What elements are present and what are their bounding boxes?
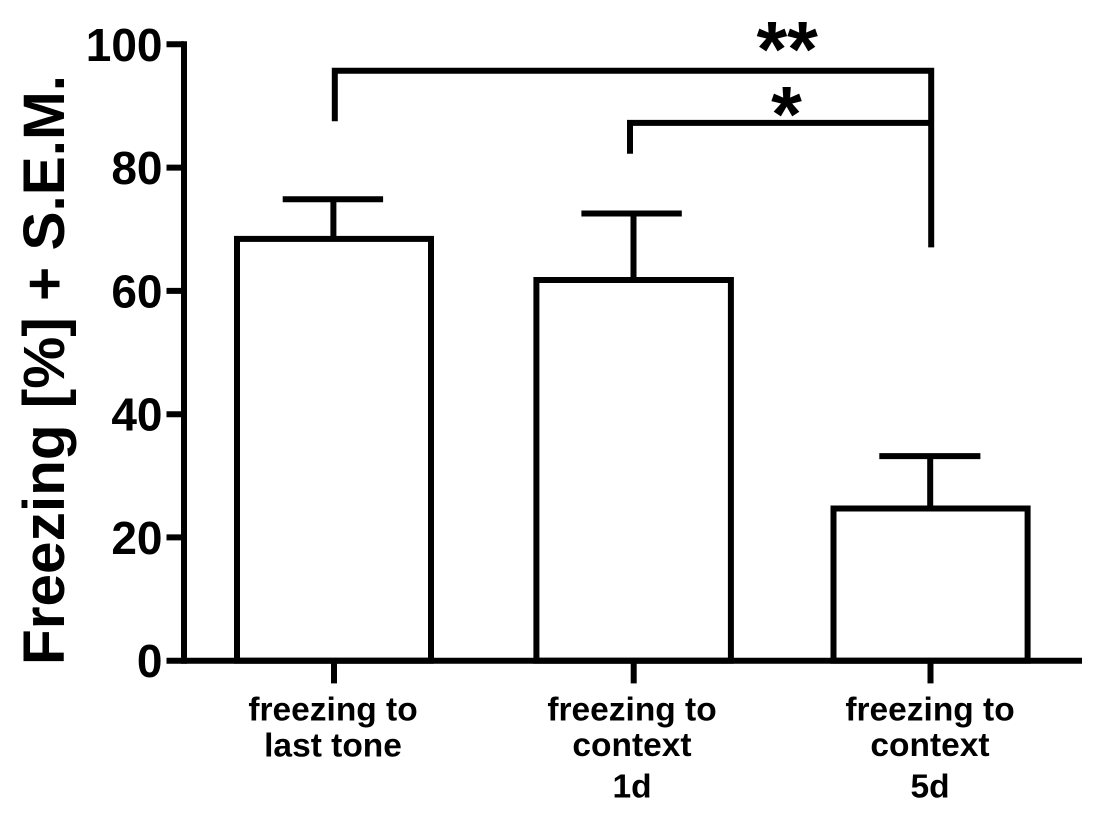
svg-text:context: context <box>572 727 691 764</box>
svg-text:*: * <box>771 70 802 159</box>
svg-text:freezing to: freezing to <box>547 691 716 728</box>
svg-text:80: 80 <box>111 142 162 194</box>
svg-text:1d: 1d <box>612 768 651 805</box>
svg-text:20: 20 <box>111 512 162 564</box>
svg-text:60: 60 <box>111 265 162 317</box>
svg-text:freezing to: freezing to <box>248 691 417 728</box>
svg-text:100: 100 <box>86 19 163 71</box>
svg-text:5d: 5d <box>910 768 949 805</box>
svg-text:context: context <box>870 727 989 764</box>
svg-text:40: 40 <box>111 389 162 441</box>
svg-text:last tone: last tone <box>264 728 402 765</box>
svg-text:0: 0 <box>137 635 163 687</box>
svg-text:**: ** <box>756 5 818 94</box>
svg-text:Freezing [%] + S.E.M.: Freezing [%] + S.E.M. <box>12 75 77 665</box>
svg-text:freezing to: freezing to <box>845 691 1014 728</box>
